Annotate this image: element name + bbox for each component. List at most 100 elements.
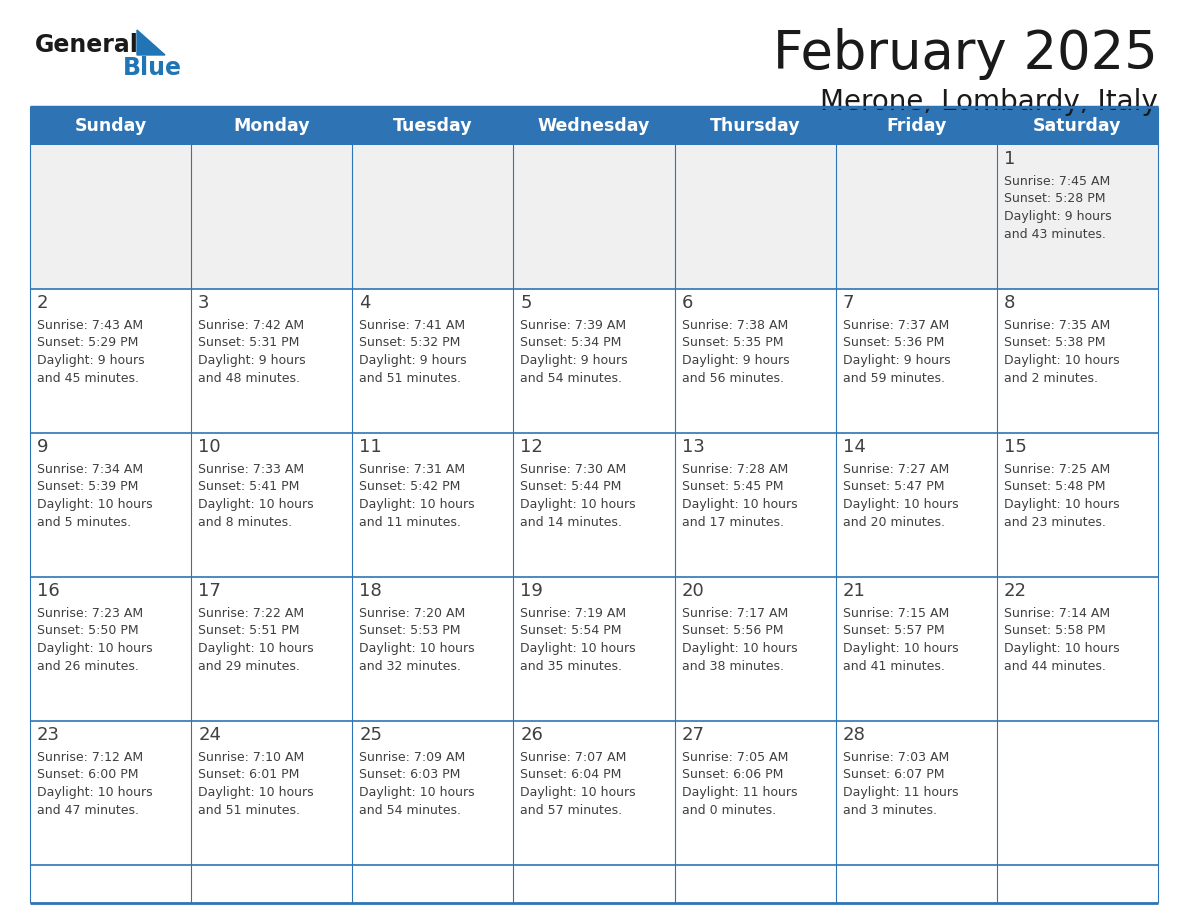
Bar <box>353 577 513 721</box>
Text: 19: 19 <box>520 582 543 600</box>
Text: Daylight: 9 hours: Daylight: 9 hours <box>1004 210 1112 223</box>
Bar <box>835 721 997 865</box>
Text: 4: 4 <box>359 294 371 312</box>
Bar <box>191 289 353 433</box>
Text: Sunset: 5:32 PM: Sunset: 5:32 PM <box>359 337 461 350</box>
Text: Sunrise: 7:22 AM: Sunrise: 7:22 AM <box>198 607 304 620</box>
Text: and 41 minutes.: and 41 minutes. <box>842 659 944 673</box>
Text: Sunrise: 7:25 AM: Sunrise: 7:25 AM <box>1004 463 1110 476</box>
Bar <box>513 289 675 433</box>
Text: 20: 20 <box>682 582 704 600</box>
Text: 2: 2 <box>37 294 49 312</box>
Bar <box>997 577 1158 721</box>
Text: Sunrise: 7:34 AM: Sunrise: 7:34 AM <box>37 463 143 476</box>
Bar <box>191 577 353 721</box>
Text: Wednesday: Wednesday <box>538 117 650 135</box>
Text: Sunset: 5:44 PM: Sunset: 5:44 PM <box>520 480 621 494</box>
Text: and 23 minutes.: and 23 minutes. <box>1004 516 1106 529</box>
Bar <box>353 145 513 289</box>
Bar <box>191 721 353 865</box>
Text: and 54 minutes.: and 54 minutes. <box>359 803 461 816</box>
Text: Daylight: 10 hours: Daylight: 10 hours <box>1004 498 1119 511</box>
Text: Daylight: 10 hours: Daylight: 10 hours <box>682 642 797 655</box>
Text: 24: 24 <box>198 726 221 744</box>
Text: and 51 minutes.: and 51 minutes. <box>198 803 301 816</box>
Text: February 2025: February 2025 <box>773 28 1158 80</box>
Text: Daylight: 9 hours: Daylight: 9 hours <box>682 354 789 367</box>
Text: 27: 27 <box>682 726 704 744</box>
Text: 13: 13 <box>682 438 704 456</box>
Bar <box>835 577 997 721</box>
Bar <box>675 433 835 577</box>
Text: Sunset: 5:31 PM: Sunset: 5:31 PM <box>198 337 299 350</box>
Text: 15: 15 <box>1004 438 1026 456</box>
Bar <box>675 721 835 865</box>
Text: Sunset: 5:34 PM: Sunset: 5:34 PM <box>520 337 621 350</box>
Bar <box>513 721 675 865</box>
Text: Daylight: 11 hours: Daylight: 11 hours <box>682 786 797 799</box>
Text: Sunrise: 7:03 AM: Sunrise: 7:03 AM <box>842 751 949 764</box>
Text: and 56 minutes.: and 56 minutes. <box>682 372 784 385</box>
Text: and 5 minutes.: and 5 minutes. <box>37 516 131 529</box>
Text: and 29 minutes.: and 29 minutes. <box>198 659 301 673</box>
Text: and 26 minutes.: and 26 minutes. <box>37 659 139 673</box>
Text: Sunset: 5:54 PM: Sunset: 5:54 PM <box>520 624 623 637</box>
Text: Saturday: Saturday <box>1034 117 1121 135</box>
Text: Sunset: 5:51 PM: Sunset: 5:51 PM <box>198 624 299 637</box>
Text: Sunset: 6:01 PM: Sunset: 6:01 PM <box>198 768 299 781</box>
Text: 8: 8 <box>1004 294 1016 312</box>
Text: Sunrise: 7:39 AM: Sunrise: 7:39 AM <box>520 319 626 332</box>
Text: Sunrise: 7:10 AM: Sunrise: 7:10 AM <box>198 751 304 764</box>
Bar <box>675 289 835 433</box>
Bar <box>513 433 675 577</box>
Bar <box>513 577 675 721</box>
Text: 11: 11 <box>359 438 383 456</box>
Text: 23: 23 <box>37 726 61 744</box>
Text: Daylight: 11 hours: Daylight: 11 hours <box>842 786 959 799</box>
Text: 21: 21 <box>842 582 866 600</box>
Text: and 59 minutes.: and 59 minutes. <box>842 372 944 385</box>
Text: Sunset: 5:48 PM: Sunset: 5:48 PM <box>1004 480 1105 494</box>
Text: Sunrise: 7:45 AM: Sunrise: 7:45 AM <box>1004 175 1110 188</box>
Text: Daylight: 10 hours: Daylight: 10 hours <box>842 642 959 655</box>
Text: Sunset: 5:45 PM: Sunset: 5:45 PM <box>682 480 783 494</box>
Text: Sunset: 5:38 PM: Sunset: 5:38 PM <box>1004 337 1105 350</box>
Text: 22: 22 <box>1004 582 1026 600</box>
Text: Daylight: 9 hours: Daylight: 9 hours <box>198 354 305 367</box>
Text: and 8 minutes.: and 8 minutes. <box>198 516 292 529</box>
Text: and 44 minutes.: and 44 minutes. <box>1004 659 1106 673</box>
Bar <box>353 289 513 433</box>
Bar <box>191 145 353 289</box>
Text: Sunrise: 7:31 AM: Sunrise: 7:31 AM <box>359 463 466 476</box>
Bar <box>997 721 1158 865</box>
Text: Daylight: 10 hours: Daylight: 10 hours <box>37 642 152 655</box>
Text: 12: 12 <box>520 438 543 456</box>
Text: Daylight: 10 hours: Daylight: 10 hours <box>198 786 314 799</box>
Text: Sunset: 5:53 PM: Sunset: 5:53 PM <box>359 624 461 637</box>
Text: and 14 minutes.: and 14 minutes. <box>520 516 623 529</box>
Text: Daylight: 10 hours: Daylight: 10 hours <box>520 786 636 799</box>
Text: Sunrise: 7:28 AM: Sunrise: 7:28 AM <box>682 463 788 476</box>
Text: Daylight: 10 hours: Daylight: 10 hours <box>198 498 314 511</box>
Text: Sunrise: 7:38 AM: Sunrise: 7:38 AM <box>682 319 788 332</box>
Text: Sunrise: 7:37 AM: Sunrise: 7:37 AM <box>842 319 949 332</box>
Text: Sunrise: 7:33 AM: Sunrise: 7:33 AM <box>198 463 304 476</box>
Bar <box>513 145 675 289</box>
Text: Sunset: 6:07 PM: Sunset: 6:07 PM <box>842 768 944 781</box>
Text: 10: 10 <box>198 438 221 456</box>
Bar <box>353 433 513 577</box>
Text: Sunset: 6:00 PM: Sunset: 6:00 PM <box>37 768 139 781</box>
Text: 9: 9 <box>37 438 49 456</box>
Text: 28: 28 <box>842 726 866 744</box>
Text: Sunset: 6:03 PM: Sunset: 6:03 PM <box>359 768 461 781</box>
Text: Sunrise: 7:14 AM: Sunrise: 7:14 AM <box>1004 607 1110 620</box>
Text: Daylight: 10 hours: Daylight: 10 hours <box>37 786 152 799</box>
Text: Sunrise: 7:19 AM: Sunrise: 7:19 AM <box>520 607 626 620</box>
Text: and 32 minutes.: and 32 minutes. <box>359 659 461 673</box>
Text: Sunrise: 7:09 AM: Sunrise: 7:09 AM <box>359 751 466 764</box>
Text: Sunrise: 7:12 AM: Sunrise: 7:12 AM <box>37 751 143 764</box>
Text: 6: 6 <box>682 294 693 312</box>
Text: Monday: Monday <box>233 117 310 135</box>
Text: Daylight: 10 hours: Daylight: 10 hours <box>1004 354 1119 367</box>
Text: Sunday: Sunday <box>75 117 146 135</box>
